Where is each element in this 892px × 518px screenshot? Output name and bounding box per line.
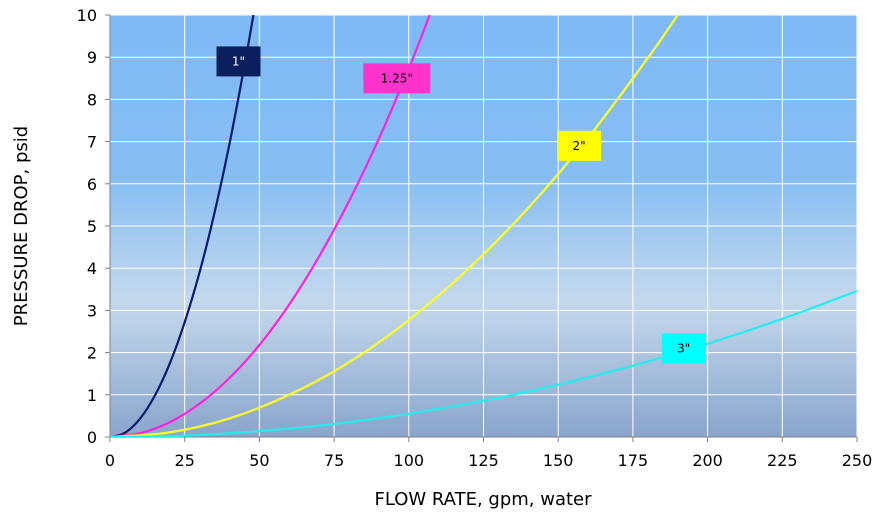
- series-label-text: 3": [677, 341, 690, 355]
- series-label-box: [363, 63, 431, 94]
- y-axis-title: PRESSURE DROP, psid: [11, 126, 32, 326]
- y-tick-label: 0: [87, 428, 97, 447]
- x-tick-label: 25: [175, 451, 195, 470]
- series-line-3: [110, 289, 857, 437]
- y-tick-label: 6: [87, 175, 97, 194]
- x-tick-label: 150: [543, 451, 574, 470]
- series-label-box: [661, 333, 706, 364]
- series-label-1: 1.25": [363, 63, 431, 94]
- gridlines: [110, 14, 858, 437]
- x-tick-label: 125: [468, 451, 499, 470]
- x-tick-label: 0: [105, 451, 115, 470]
- series-line-1: [110, 15, 431, 437]
- y-tick-label: 2: [87, 344, 97, 363]
- x-tick-label: 50: [249, 451, 269, 470]
- x-tick-label: 100: [394, 451, 425, 470]
- x-tick-label: 225: [767, 451, 798, 470]
- series-label-box: [216, 46, 261, 77]
- y-tick-label: 7: [87, 133, 97, 152]
- series-label-text: 2": [573, 139, 586, 153]
- x-tick-label: 75: [324, 451, 344, 470]
- series-label-text: 1": [232, 54, 245, 68]
- x-tick-label: 250: [842, 451, 873, 470]
- y-tick-label: 5: [87, 217, 97, 236]
- x-tick-label: 200: [692, 451, 723, 470]
- y-tick-label: 8: [87, 90, 97, 109]
- series-label-2: 2": [557, 130, 602, 161]
- axes: 0 25 50 75 100 125 150 175 200 225 250 0 1 2 3 4 5 6 7 8 9 10: [77, 6, 873, 470]
- series-line-2: [110, 15, 679, 437]
- series-label-0: 1": [216, 46, 261, 77]
- series-label-3: 3": [661, 333, 706, 364]
- curve-labels: 1" 1.25" 2" 3": [216, 46, 706, 364]
- y-tick-label: 1: [87, 386, 97, 405]
- y-tick-label: 4: [87, 259, 97, 278]
- series-label-text: 1.25": [381, 71, 413, 85]
- series-line-0: [110, 15, 255, 437]
- y-tick-label: 9: [87, 48, 97, 67]
- y-tick-label: 3: [87, 301, 97, 320]
- series-label-box: [557, 130, 602, 161]
- x-axis-title: FLOW RATE, gpm, water: [374, 489, 592, 510]
- curves: [110, 15, 857, 437]
- y-tick-label: 10: [77, 6, 97, 25]
- x-tick-label: 175: [618, 451, 649, 470]
